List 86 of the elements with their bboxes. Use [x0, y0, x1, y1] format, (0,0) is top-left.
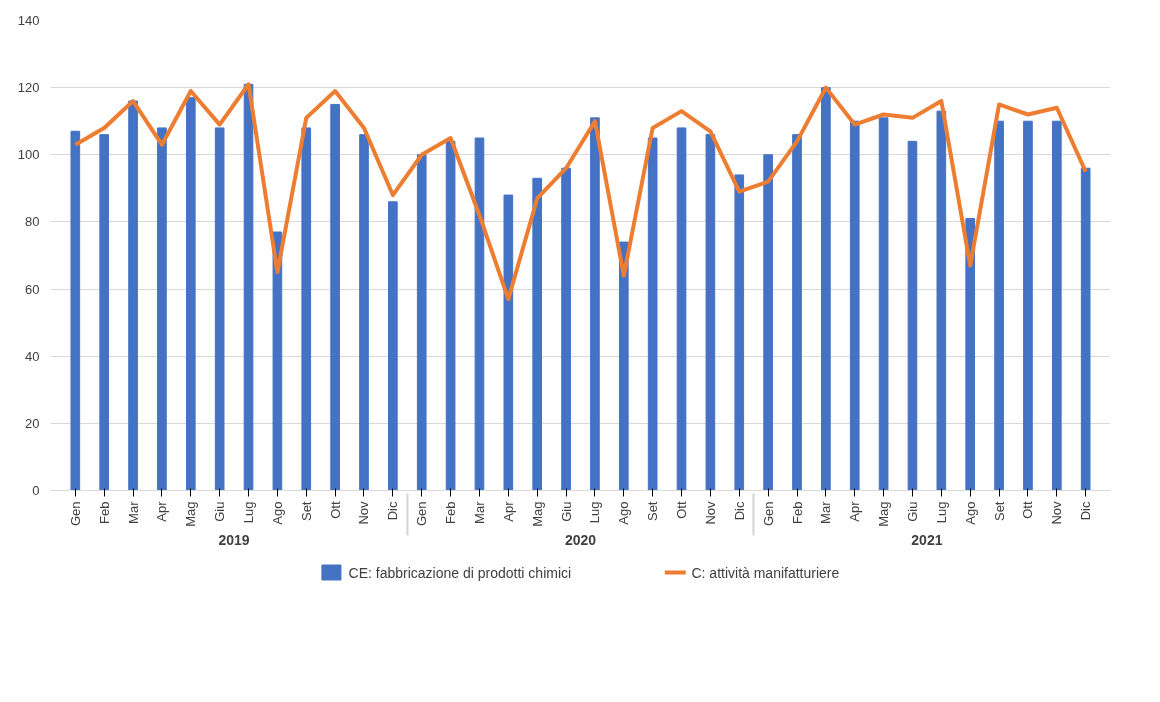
x-tick-label: Gen — [414, 501, 430, 527]
bar — [647, 137, 658, 491]
bar — [763, 154, 773, 491]
x-tick-label: Mag — [183, 501, 199, 527]
bar — [705, 134, 716, 491]
y-tick-label: 40 — [25, 348, 40, 364]
x-tick-label: Apr — [847, 500, 863, 522]
x-tick-label: Dic — [731, 501, 747, 521]
x-tick-label: Set — [991, 501, 1007, 522]
bar — [388, 201, 398, 491]
bar — [907, 140, 918, 491]
x-tick-label: Lug — [933, 501, 949, 524]
bar — [936, 110, 947, 491]
x-tick-label: Mag — [876, 501, 892, 527]
x-tick-label: Nov — [1049, 501, 1065, 525]
bar — [734, 174, 745, 491]
bar — [503, 194, 514, 491]
bar — [1023, 120, 1033, 491]
x-tick-label: Set — [645, 501, 661, 522]
bar — [676, 127, 687, 491]
text: 2019 — [218, 531, 250, 548]
x-tick-label: Lug — [587, 501, 603, 524]
bar — [128, 100, 138, 491]
bar — [416, 154, 427, 491]
bar — [185, 97, 196, 491]
x-tick-label: Gen — [67, 501, 83, 527]
x-tick-label: Set — [298, 501, 314, 522]
x-tick-label: Dic — [385, 501, 401, 521]
x-tick-label: Feb — [789, 501, 805, 524]
bar — [474, 137, 485, 491]
x-tick-label: Feb — [96, 501, 112, 524]
bar — [618, 241, 629, 491]
x-tick-label: Mar — [471, 500, 487, 524]
bar — [965, 218, 976, 491]
bar — [1080, 167, 1091, 491]
bar — [157, 127, 167, 491]
x-tick-label: Ott — [674, 501, 690, 519]
bar — [330, 103, 340, 491]
x-tick-label: Ott — [1020, 501, 1036, 519]
bar — [359, 134, 369, 491]
legend-label: CE: fabbricazione di prodotti chimici — [348, 564, 572, 581]
x-tick-label: Mar — [125, 500, 141, 524]
x-tick-label: Dic — [1078, 501, 1094, 521]
x-tick-label: Giu — [212, 501, 228, 522]
x-tick-label: Apr — [154, 500, 170, 522]
x-tick-label: Nov — [356, 501, 372, 525]
bar — [70, 130, 81, 491]
bar — [445, 140, 456, 491]
bar — [1051, 120, 1062, 491]
x-tick-label: Ago — [616, 501, 632, 525]
x-tick-label: Ago — [962, 501, 978, 525]
bar — [214, 127, 225, 491]
y-tick-label: 100 — [17, 147, 40, 163]
y-tick-label: 140 — [17, 13, 40, 28]
bar — [821, 87, 831, 491]
bar — [301, 127, 312, 491]
bar — [849, 120, 860, 491]
y-tick-label: 20 — [25, 415, 40, 431]
line-series — [73, 82, 1088, 302]
x-tick-label: Nov — [702, 501, 718, 525]
x-tick-label: Feb — [443, 501, 459, 524]
x-tick-label: Ago — [269, 501, 285, 525]
y-tick-label: 60 — [25, 281, 40, 297]
bar — [561, 167, 571, 491]
x-tick-label: Ott — [327, 501, 343, 519]
bar — [243, 83, 254, 491]
bar — [272, 231, 283, 491]
x-tick-label: Mag — [529, 501, 545, 527]
text: 2021 — [911, 531, 943, 548]
bar — [878, 117, 889, 491]
bar — [994, 120, 1004, 491]
x-tick-label: Apr — [500, 500, 516, 522]
legend-label: C: attività manifatturiere — [691, 564, 840, 581]
x-tick-label: Lug — [241, 501, 257, 524]
y-tick-label: 120 — [17, 80, 40, 96]
y-tick-label: 0 — [32, 483, 40, 498]
bar — [590, 117, 600, 491]
x-tick-label: Mar — [818, 500, 834, 524]
x-tick-label: Giu — [904, 501, 920, 522]
bar — [99, 134, 110, 491]
text: 2020 — [564, 531, 597, 548]
bar — [532, 177, 543, 491]
x-tick-label: Giu — [558, 501, 574, 522]
bar — [792, 134, 802, 491]
y-tick-label: 80 — [25, 214, 40, 230]
x-tick-label: Gen — [760, 501, 776, 527]
